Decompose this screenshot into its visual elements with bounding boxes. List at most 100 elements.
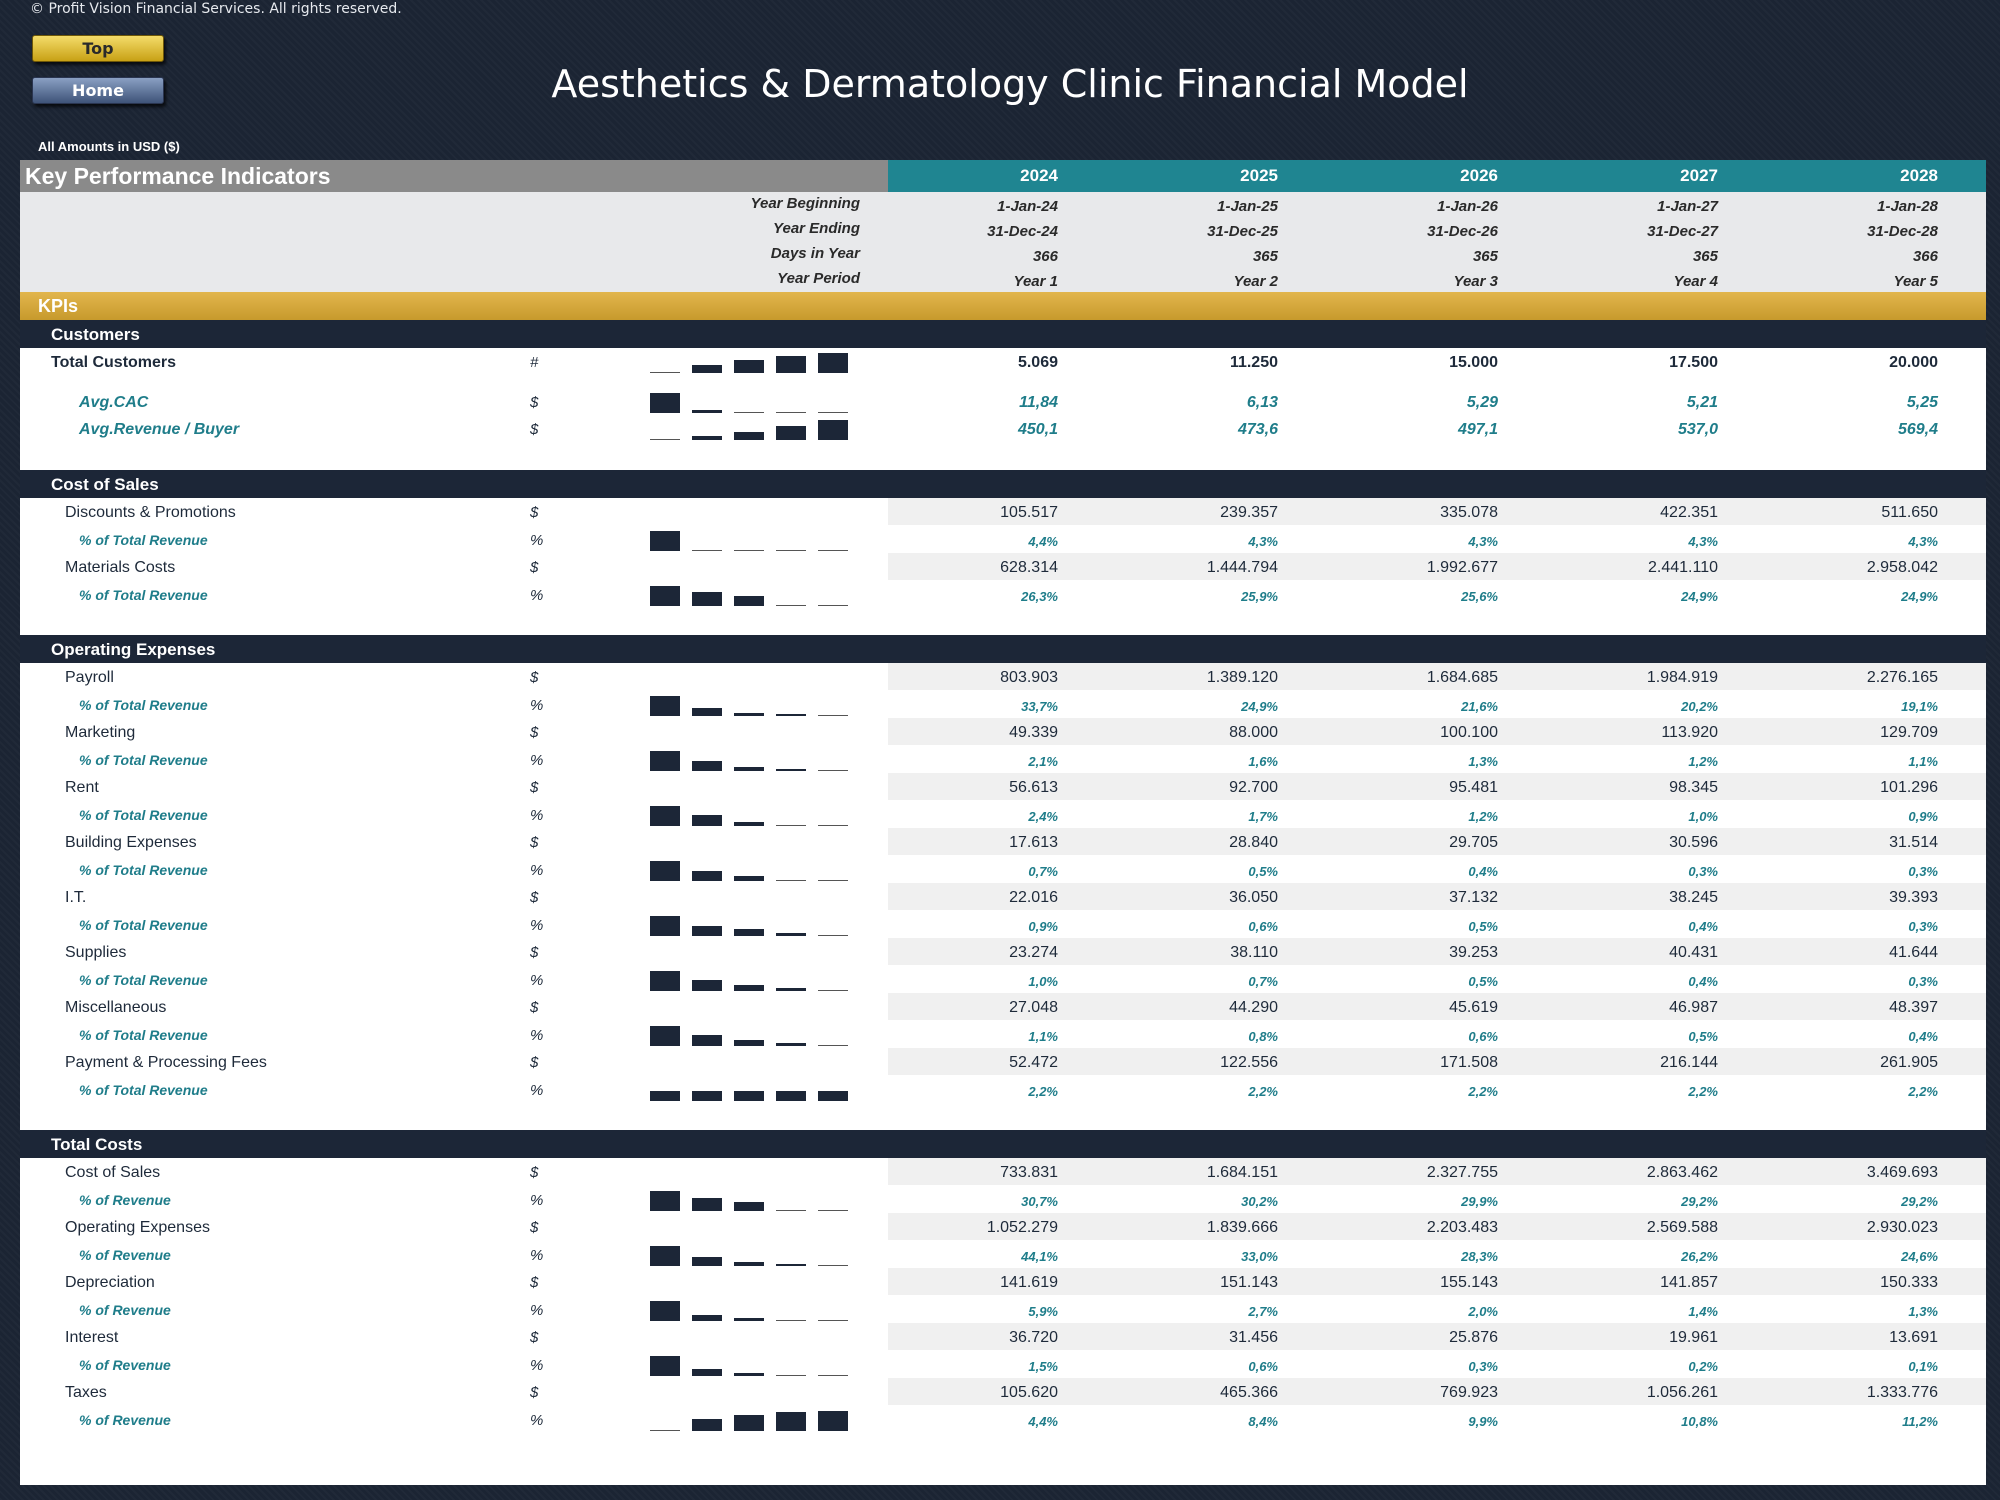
value-cell: 1,1% (1028, 1028, 1058, 1044)
value-cell: 2,2% (1468, 1083, 1498, 1099)
unit-label: $ (530, 1054, 539, 1071)
value-cell: 0,2% (1688, 1358, 1718, 1374)
value-cell: 30,2% (1241, 1193, 1278, 1209)
top-button[interactable]: Top (32, 35, 164, 62)
value-cell: 41.644 (1889, 944, 1938, 961)
table-row: % of Total Revenue% 1,1% 0,8% 0,6% 0,5% 0,4% (20, 1021, 1986, 1048)
value-cell: 5,29 (1466, 394, 1498, 411)
sparkline (650, 388, 850, 415)
spark-bar (734, 1372, 764, 1376)
unit-label: % (530, 696, 544, 714)
spark-bar (692, 1256, 722, 1266)
value-cell: 29.705 (1449, 834, 1498, 851)
row-label: Interest (65, 1329, 119, 1346)
value-cell: 11,2% (1902, 1413, 1938, 1429)
row-shade (888, 718, 1986, 745)
row-label: Avg.CAC (79, 394, 149, 411)
home-button[interactable]: Home (32, 77, 164, 104)
value-cell: 5,9% (1028, 1303, 1058, 1319)
spark-baseline (818, 1044, 848, 1046)
unit-label: % (530, 1411, 544, 1429)
row-shade (888, 553, 1986, 580)
value-cell: 497,1 (1457, 421, 1498, 438)
row-label: Payroll (65, 669, 114, 686)
unit-label: % (530, 586, 544, 604)
value-cell: 45.619 (1449, 999, 1498, 1016)
unit-label: % (530, 916, 544, 934)
spark-bar (692, 1314, 722, 1321)
date-rows: Year Beginning 1-Jan-24 1-Jan-25 1-Jan-26 1-… (20, 192, 1986, 292)
unit-label: $ (530, 724, 539, 741)
row-shade (888, 828, 1986, 855)
value-cell: 1.056.261 (1646, 1384, 1718, 1401)
value-cell: 4,4% (1028, 533, 1058, 549)
value-cell: 33,7% (1021, 698, 1058, 714)
spark-baseline (776, 1374, 806, 1376)
value-cell: 1.684.685 (1426, 669, 1498, 686)
sparkline (650, 348, 850, 375)
spark-baseline (818, 1374, 848, 1376)
spark-baseline (818, 412, 848, 413)
spark-bar (734, 595, 764, 606)
value-cell: 24,9% (1241, 698, 1278, 714)
value-cell: 141.857 (1660, 1274, 1718, 1291)
spark-bar (734, 432, 764, 440)
spark-bar (734, 928, 764, 936)
value-cell: 1,6% (1248, 753, 1278, 769)
spark-bar (734, 712, 764, 716)
section-header: Operating Expenses (20, 635, 1986, 663)
section-title: Cost of Sales (51, 475, 159, 494)
spark-bar (734, 875, 764, 881)
date-cell: 1-Jan-27 (1657, 198, 1718, 215)
unit-label: $ (530, 999, 539, 1016)
year-header: 2027 (1680, 166, 1718, 185)
value-cell: 335.078 (1440, 504, 1498, 521)
unit-label: % (530, 1026, 544, 1044)
value-cell: 29,9% (1461, 1193, 1498, 1209)
unit-label: $ (530, 944, 539, 961)
value-cell: 803.903 (1000, 669, 1058, 686)
value-cell: 0,5% (1248, 863, 1278, 879)
row-label: % of Total Revenue (79, 806, 208, 823)
value-cell: 4,3% (1468, 533, 1498, 549)
unit-label: $ (530, 889, 539, 906)
value-cell: 129.709 (1880, 724, 1938, 741)
unit-label: $ (530, 669, 539, 686)
date-cell: 31-Dec-28 (1867, 223, 1938, 240)
value-cell: 3.469.693 (1866, 1164, 1938, 1181)
value-cell: 33,0% (1241, 1248, 1278, 1264)
sparkline (650, 1021, 850, 1048)
value-cell: 1,3% (1468, 753, 1498, 769)
year-header: 2024 (1020, 166, 1058, 185)
spark-bar (692, 436, 722, 440)
table-title: Key Performance Indicators (25, 163, 331, 189)
value-cell: 2,2% (1028, 1083, 1058, 1099)
table-row: Supplies $23.274 38.110 39.253 40.431 41.644 (20, 938, 1986, 965)
date-row-label: Year Period (777, 270, 860, 287)
spark-bar (776, 932, 806, 936)
section-header: Total Costs (20, 1130, 1986, 1158)
spark-baseline (650, 1429, 680, 1431)
value-cell: 155.143 (1440, 1274, 1498, 1291)
spark-bar (692, 410, 722, 413)
spark-bar (776, 1042, 806, 1046)
date-cell: 1-Jan-25 (1217, 198, 1278, 215)
table-row: Payroll $803.903 1.389.120 1.684.685 1.984.9… (20, 663, 1986, 690)
section-header: Cost of Sales (20, 470, 1986, 498)
row-label: % of Total Revenue (79, 586, 208, 603)
value-cell: 88.000 (1229, 724, 1278, 741)
date-cell: 1-Jan-28 (1877, 198, 1938, 215)
value-cell: 1,0% (1028, 973, 1058, 989)
value-cell: 0,3% (1688, 863, 1718, 879)
row-shade (888, 1048, 1986, 1075)
value-cell: 0,3% (1908, 918, 1938, 934)
value-cell: 569,4 (1897, 421, 1938, 438)
table-row: % of Total Revenue% 4,4% 4,3% 4,3% 4,3% 4,3% (20, 526, 1986, 553)
date-cell: 366 (1912, 248, 1938, 265)
table-row: Cost of Sales $733.831 1.684.151 2.327.755 2… (20, 1158, 1986, 1185)
value-cell: 1.333.776 (1866, 1384, 1938, 1401)
unit-label: % (530, 1301, 544, 1319)
spark-baseline (776, 549, 806, 551)
value-cell: 1,2% (1688, 753, 1718, 769)
value-cell: 465.366 (1220, 1384, 1278, 1401)
